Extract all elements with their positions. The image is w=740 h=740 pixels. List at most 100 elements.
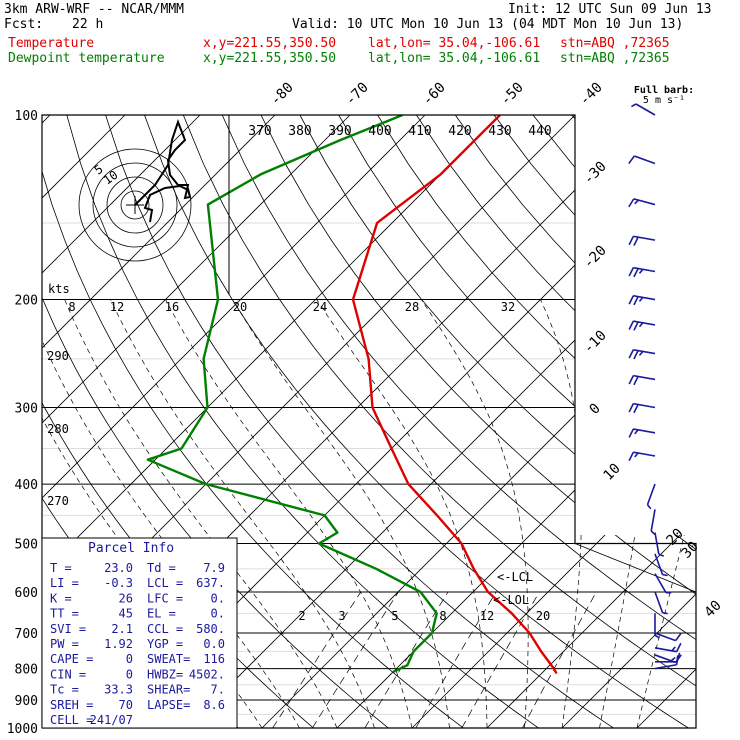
barb-flag	[638, 296, 644, 302]
parcel-key: LI =	[50, 576, 79, 590]
parcel-value: 637.	[196, 576, 225, 590]
barb-flag	[628, 451, 635, 461]
wind-barb	[628, 320, 656, 331]
isotherm	[261, 115, 696, 728]
barb-staff	[633, 451, 656, 457]
parcel-value: 0.0	[203, 637, 225, 651]
wind-barb	[628, 402, 656, 414]
parcel-value: 23.0	[104, 561, 133, 575]
parcel-value: -0.3	[104, 576, 133, 590]
parcel-value: 116	[203, 652, 225, 666]
parcel-value: 7.9	[203, 561, 225, 575]
parcel-value: 70	[119, 698, 133, 712]
parcel-key: HWBZ=	[147, 667, 183, 681]
wind-barb	[628, 348, 656, 360]
hodograph-ring	[106, 176, 164, 234]
barb-staff	[654, 591, 664, 613]
isotherm	[42, 115, 351, 728]
barb-staff	[654, 532, 660, 555]
dewpoint-legend-xy: x,y=221.55,350.50	[203, 51, 337, 66]
barb-flag	[633, 236, 639, 246]
barb-flag	[633, 296, 639, 306]
barb-flag	[628, 267, 635, 277]
wind-barb	[628, 294, 656, 306]
barb-staff	[633, 235, 656, 241]
isotherm	[636, 115, 696, 728]
theta-label: 430	[488, 124, 511, 139]
parcel-key: SHEAR=	[147, 683, 190, 697]
mixing-ratio-label: 12	[480, 609, 494, 623]
pressure-label: 1000	[7, 722, 38, 737]
theta-label: 400	[368, 124, 391, 139]
barb-staff	[633, 266, 656, 273]
wind-barb	[628, 198, 656, 208]
barb-staff	[633, 198, 656, 206]
wind-barb	[628, 428, 656, 438]
barb-flag	[628, 349, 635, 359]
dry-adiabat	[338, 115, 696, 728]
dry-adiabat	[42, 115, 464, 728]
forecast-hour: 22 h	[72, 17, 104, 32]
barb-legend-unit: 5 m s⁻¹	[643, 95, 685, 106]
dry-adiabat	[66, 115, 539, 728]
barb-staff	[654, 647, 677, 653]
barb-flag	[634, 199, 639, 205]
isotherm	[561, 115, 696, 728]
barb-flag	[633, 376, 639, 386]
parcel-value: 0	[126, 652, 133, 666]
dry-adiabat	[144, 115, 689, 728]
wind-barb	[654, 553, 668, 577]
barb-flag	[628, 375, 635, 385]
isotherm	[486, 115, 696, 728]
barb-staff	[650, 509, 656, 532]
wind-barb	[631, 103, 656, 116]
isotherm-label: 40	[702, 598, 725, 621]
parcel-key: LFC =	[147, 591, 183, 605]
wind-speed-label: 24	[313, 300, 327, 314]
wind-speed-label: 32	[501, 300, 515, 314]
barb-staff	[654, 663, 677, 670]
parcel-key: CELL =	[50, 713, 93, 727]
barb-flag	[633, 350, 639, 360]
barb-flag	[662, 611, 668, 615]
parcel-value: 8.6	[203, 698, 225, 712]
barb-staff	[635, 103, 656, 116]
mixing-ratio-line	[415, 591, 497, 728]
moist-adiabat	[316, 299, 488, 728]
barb-staff	[633, 374, 656, 381]
barb-flag	[628, 403, 635, 413]
theta-side-label: 270	[47, 494, 69, 508]
barb-staff	[633, 320, 656, 326]
barb-flag	[654, 634, 660, 639]
parcel-value: 580.	[196, 622, 225, 636]
forecast-label: Fcst:	[4, 17, 44, 32]
parcel-value: 0.	[211, 607, 225, 621]
theta-label: 370	[248, 124, 271, 139]
parcel-key: SREH =	[50, 698, 93, 712]
theta-side-label: 290	[47, 349, 69, 363]
isotherm-label: -20	[581, 243, 610, 272]
barb-flag	[638, 350, 644, 356]
barb-flag	[631, 103, 637, 108]
barb-flag	[633, 404, 639, 414]
barb-flag	[646, 504, 652, 510]
dewpoint-legend-latlon: lat,lon= 35.04,-106.61	[368, 51, 541, 66]
isotherm-label: 30	[679, 539, 702, 562]
valid-time: Valid: 10 UTC Mon 10 Jun 13 (04 MDT Mon …	[292, 17, 684, 32]
moist-adiabat	[421, 299, 529, 728]
barb-staff	[633, 294, 656, 301]
isotherm	[42, 115, 501, 728]
dewpoint-legend-station: stn=ABQ ,72365	[560, 51, 670, 66]
barb-staff	[633, 402, 656, 409]
wind-speed-label: 8	[68, 300, 75, 314]
lcl-label: <-LCL	[497, 570, 533, 584]
barb-flag	[675, 632, 682, 642]
parcel-key: LCL =	[147, 576, 183, 590]
temperature-legend-xy: x,y=221.55,350.50	[203, 36, 337, 51]
moist-adiabat	[110, 299, 375, 728]
wind-speed-label: 28	[405, 300, 419, 314]
mixing-ratio-line	[522, 591, 597, 728]
wind-barb	[628, 451, 656, 461]
isotherm-label: -80	[268, 80, 297, 109]
